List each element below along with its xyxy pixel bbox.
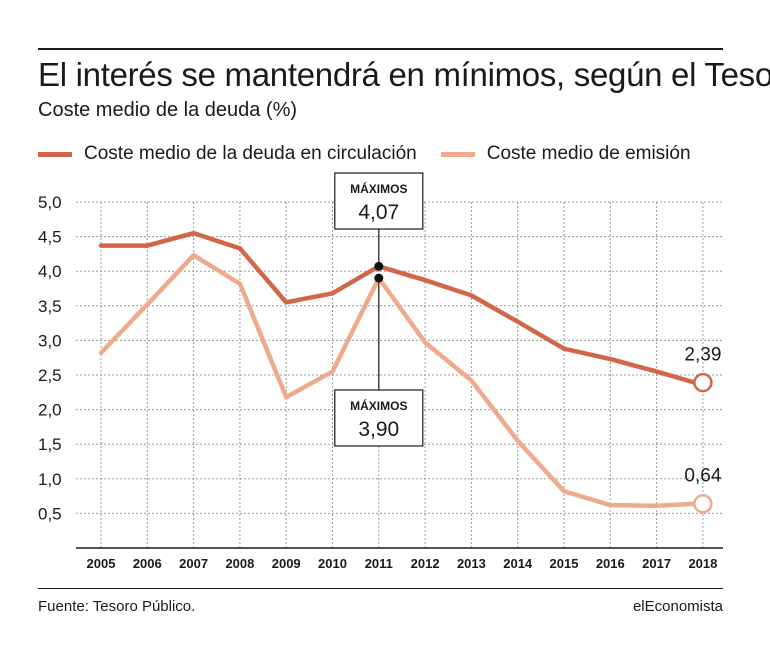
legend-label-circulacion: Coste medio de la deuda en circulación xyxy=(84,143,417,164)
annotation-dot xyxy=(374,261,384,271)
x-tick-label: 2006 xyxy=(133,556,162,571)
y-tick-label: 3,5 xyxy=(38,297,62,316)
annotation-box xyxy=(334,172,424,230)
annotation-box xyxy=(334,389,424,447)
end-marker-circulacion xyxy=(693,372,713,393)
x-tick-label: 2015 xyxy=(550,556,579,571)
x-tick-label: 2009 xyxy=(272,556,301,571)
end-label-emision: 0,64 xyxy=(684,466,721,487)
y-tick-label: 3,0 xyxy=(38,331,62,350)
x-tick-label: 2018 xyxy=(688,556,717,571)
end-label-circulacion: 2,39 xyxy=(684,345,721,366)
annotation-label: MÁXIMOS xyxy=(350,181,407,196)
x-tick-label: 2017 xyxy=(642,556,671,571)
end-marker-emision xyxy=(693,493,713,514)
x-tick-label: 2010 xyxy=(318,556,347,571)
brand-name: elEconomista xyxy=(632,598,723,615)
y-tick-label: 4,5 xyxy=(38,228,62,247)
annotation-value: 4,07 xyxy=(358,201,399,224)
y-tick-label: 2,5 xyxy=(38,366,62,385)
legend-swatch-emision xyxy=(440,151,475,157)
legend-item-emision: Coste medio de emisión xyxy=(440,143,691,165)
y-tick-label: 0,5 xyxy=(38,504,62,523)
chart-title: El interés se mantendrá en mínimos, segú… xyxy=(38,56,770,93)
y-tick-label: 2,0 xyxy=(38,401,62,420)
legend-item-circulacion: Coste medio de la deuda en circulación xyxy=(38,143,417,165)
annotation-value: 3,90 xyxy=(358,418,399,441)
x-tick-label: 2016 xyxy=(596,556,625,571)
legend: Coste medio de la deuda en circulación C… xyxy=(38,140,715,168)
chart-subtitle: Coste medio de la deuda (%) xyxy=(38,99,298,121)
series-line-circulacion xyxy=(98,230,698,385)
x-tick-label: 2013 xyxy=(457,556,486,571)
x-tick-label: 2011 xyxy=(365,556,393,571)
top-rule xyxy=(38,48,723,50)
x-tick-label: 2007 xyxy=(179,556,208,571)
x-tick-label: 2005 xyxy=(87,556,116,571)
y-tick-label: 5,0 xyxy=(38,193,62,212)
source-note: Fuente: Tesoro Público. xyxy=(38,598,196,615)
y-tick-label: 1,5 xyxy=(38,435,62,454)
annotation-label: MÁXIMOS xyxy=(350,398,407,413)
legend-swatch-circulacion xyxy=(38,151,72,157)
x-tick-label: 2012 xyxy=(411,556,440,571)
annotation-dot xyxy=(374,273,384,283)
series-line-emision xyxy=(98,253,698,509)
x-tick-label: 2008 xyxy=(225,556,254,571)
legend-label-emision: Coste medio de emisión xyxy=(486,143,691,164)
x-tick-label: 2014 xyxy=(503,556,533,571)
y-tick-label: 4,0 xyxy=(38,262,62,281)
bottom-rule xyxy=(38,588,723,589)
y-tick-label: 1,0 xyxy=(38,470,62,489)
